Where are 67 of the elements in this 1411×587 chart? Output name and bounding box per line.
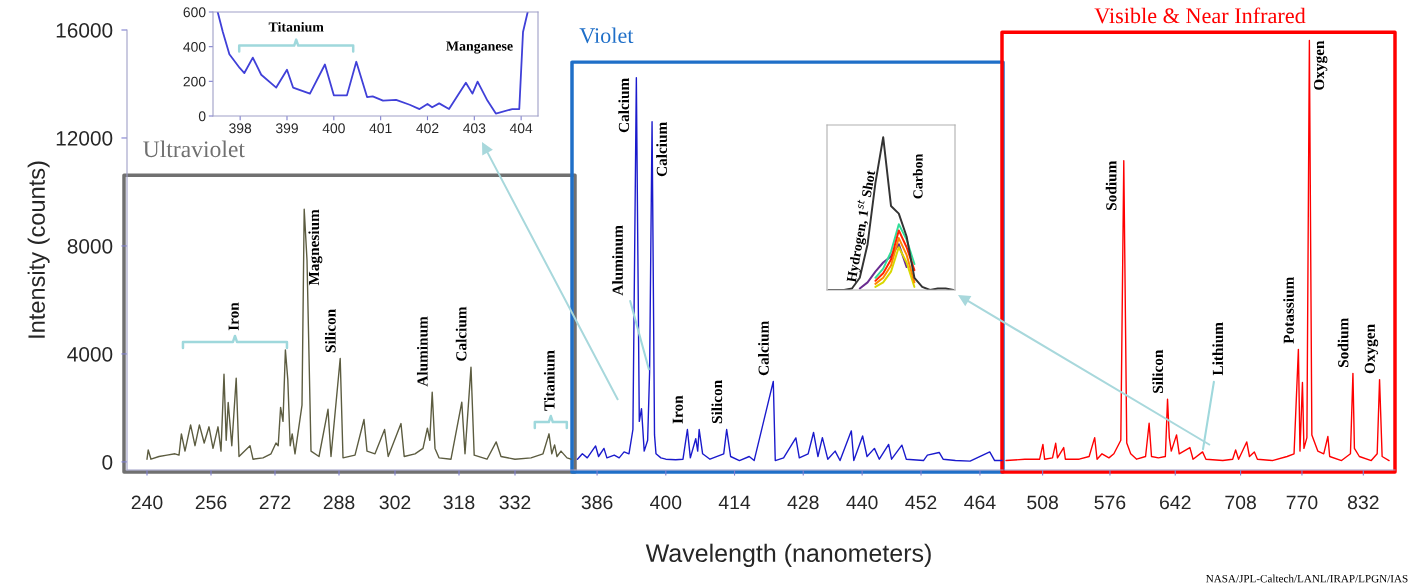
annotation: Aluminum (612, 225, 623, 296)
annotation: Lithium (1212, 322, 1224, 376)
annotation: Titanium (543, 350, 555, 411)
y-tick-label: 4000 (67, 346, 113, 362)
annotation: Titanium (268, 21, 324, 32)
y-tick-label: 16000 (56, 23, 113, 38)
annotation: Iron (228, 302, 239, 331)
annotation: Manganese (446, 41, 513, 54)
x-tick-label: 386 (581, 495, 613, 510)
x-tick-label: 399 (275, 123, 298, 134)
annotation: Hydrogen, 1$^{st}$Shot (843, 169, 879, 284)
annotation: Oxygen (1364, 324, 1379, 374)
x-tick-label: 400 (650, 495, 682, 510)
annotation: Silicon (1152, 349, 1164, 393)
x-tick-label: 770 (1286, 495, 1318, 510)
y-tick-label: 12000 (56, 130, 113, 146)
chart-title: Visible & Near Infrared (1094, 7, 1306, 24)
x-tick-label: 403 (463, 123, 486, 134)
line-series (216, 12, 529, 115)
y-tick-label: 8000 (67, 238, 113, 254)
x-tick-label: 404 (509, 123, 533, 134)
annotation: Silicon (324, 309, 336, 353)
annotation: Sodium (1337, 317, 1349, 367)
x-tick-label: 398 (229, 123, 252, 134)
x-tick-label: 576 (1094, 495, 1126, 510)
annotation: Magnesium (308, 209, 323, 286)
y-tick-label: 600 (183, 7, 206, 18)
annotation: Potassium (1283, 276, 1294, 344)
x-tick-label: 400 (322, 123, 345, 134)
annotation: Calcium (758, 321, 769, 376)
text: Ultraviolet (143, 140, 245, 158)
y-axis-title: Intensity (counts) (27, 161, 50, 338)
y-tick-label: 400 (183, 42, 206, 52)
x-tick-label: 464 (964, 495, 996, 510)
x-tick-label: 414 (718, 495, 751, 510)
x-tick-label: 402 (416, 123, 439, 134)
annotation: Silicon (711, 380, 723, 424)
annotation: Aluminum (416, 316, 428, 387)
x-tick-label: 318 (443, 495, 475, 510)
x-tick-label: 452 (905, 495, 937, 510)
x-tick-label: 832 (1347, 495, 1379, 510)
x-axis-title: Wavelength (nanometers) (645, 543, 931, 567)
x-tick-label: 272 (259, 495, 291, 510)
x-tick-label: 256 (195, 495, 227, 510)
y-tick-label: 0 (102, 454, 113, 470)
y-tick-label: 0 (198, 111, 206, 122)
x-tick-label: 401 (369, 123, 392, 134)
annotation: Iron (672, 395, 683, 424)
x-tick-label: 288 (323, 495, 355, 510)
x-tick-label: 332 (499, 495, 531, 510)
x-tick-label: 508 (1027, 495, 1058, 510)
y-tick-label: 200 (183, 76, 206, 87)
x-tick-label: 240 (131, 495, 163, 510)
annotation: Calcium (618, 78, 630, 133)
annotation: Carbon (912, 153, 923, 199)
annotation: Calcium (455, 306, 467, 361)
annotation: Sodium (1105, 160, 1117, 210)
text: NASA/JPL-Caltech/LANL/IRAP/LPGN/IAS (1206, 574, 1408, 583)
annotation: Oxygen (1313, 40, 1328, 90)
chart-title: Violet (579, 27, 634, 44)
annotation: Calcium (656, 122, 668, 177)
x-tick-label: 428 (787, 495, 819, 510)
line-series (146, 208, 572, 460)
x-tick-label: 708 (1225, 495, 1256, 510)
x-tick-label: 642 (1160, 495, 1191, 510)
x-tick-label: 440 (846, 495, 878, 510)
x-tick-label: 302 (379, 495, 411, 510)
